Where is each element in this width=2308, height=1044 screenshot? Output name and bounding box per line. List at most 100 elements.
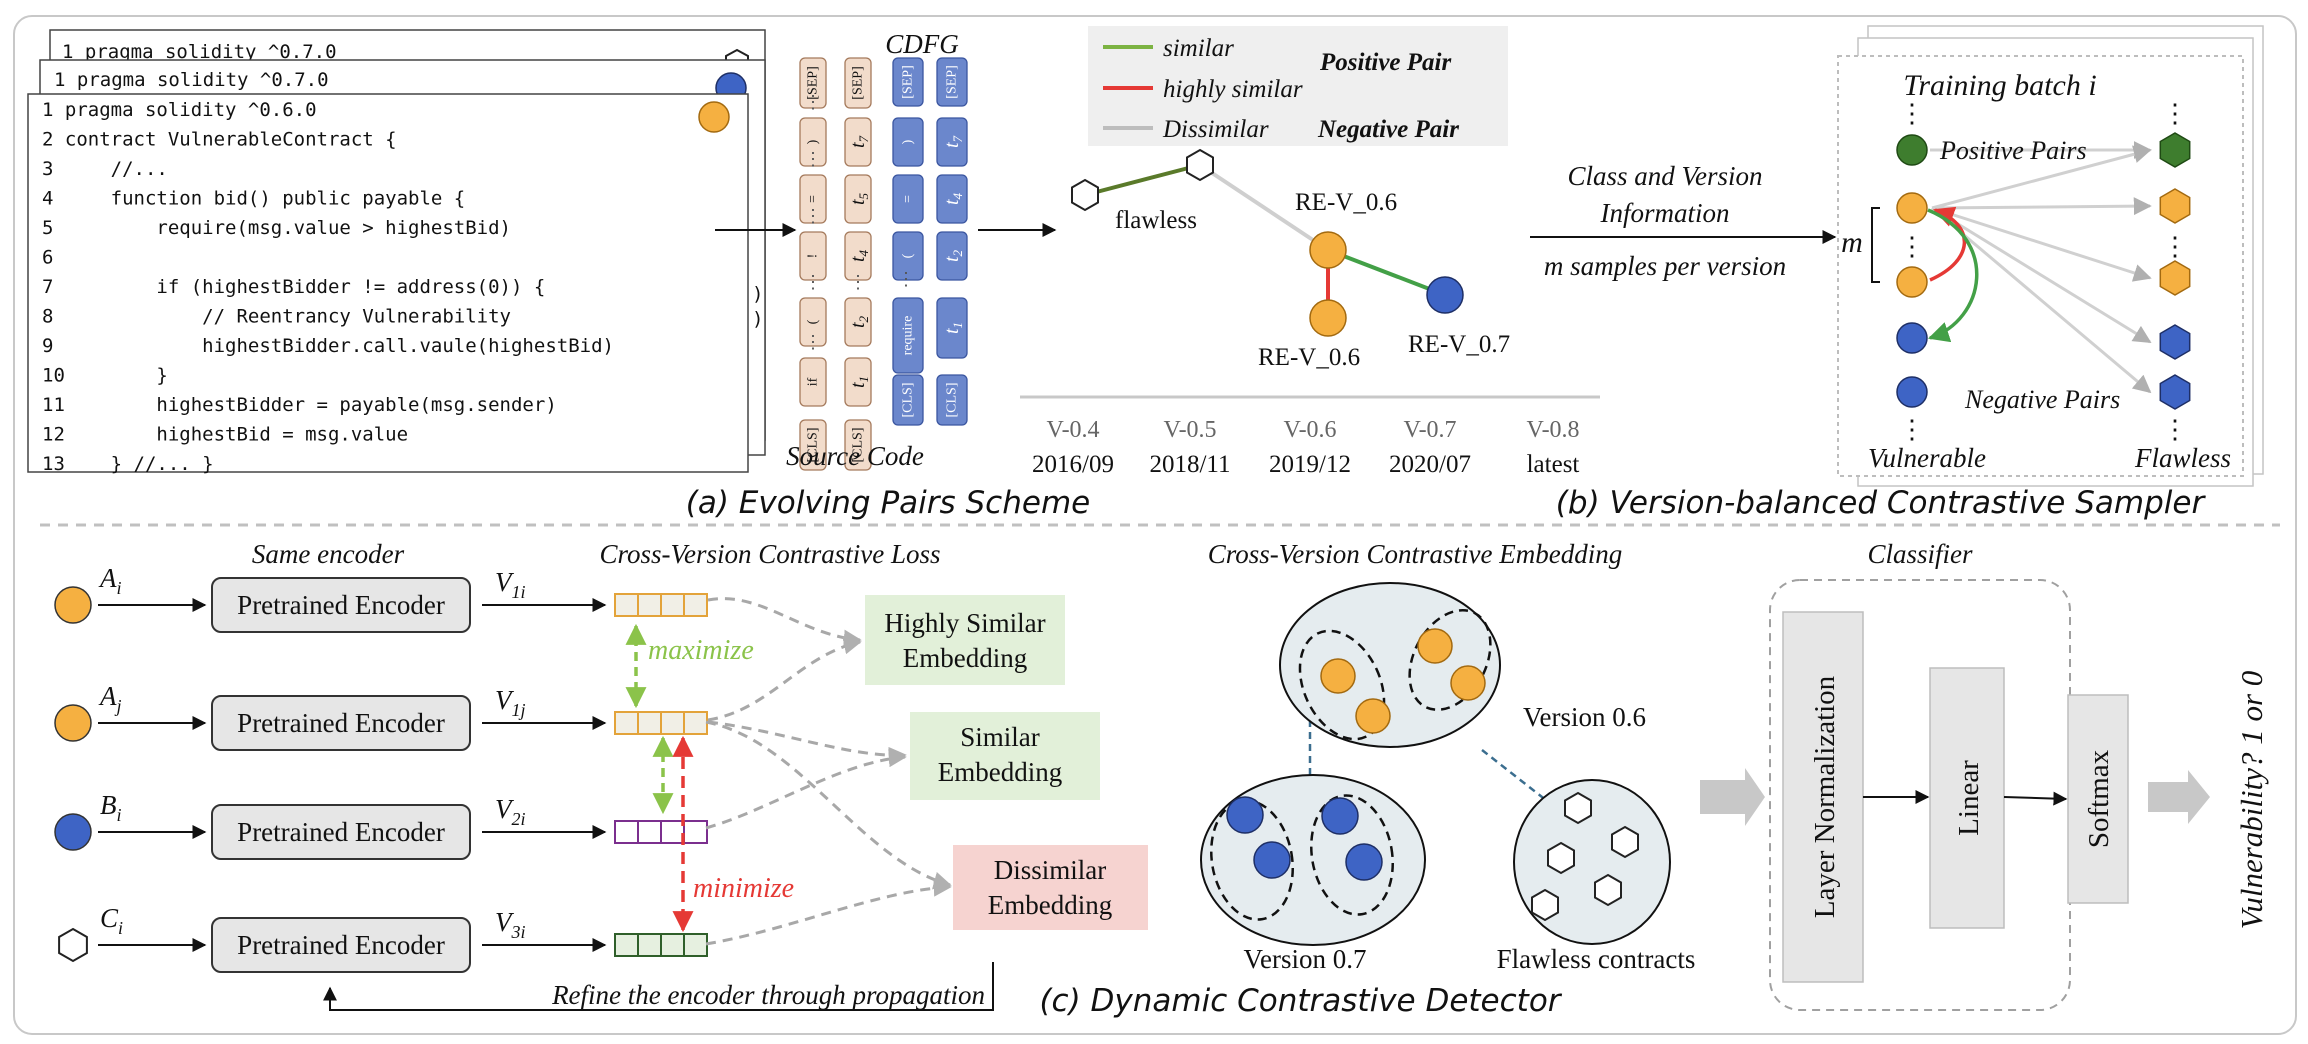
cdfg-token-token: require — [901, 316, 916, 356]
code-line: 7 if (highestBidder != address(0)) { — [42, 276, 545, 298]
input-label: Ci — [100, 903, 123, 938]
m-label: m — [1841, 226, 1863, 259]
cdfg-token-token: t1 — [941, 322, 965, 334]
blue-circle-icon — [1321, 797, 1359, 835]
positive-pairs-label: Positive Pairs — [1939, 136, 2087, 165]
timeline-version: V-0.7 — [1403, 417, 1456, 443]
legend-highly-similar: highly similar — [1163, 76, 1303, 103]
orange-circle-icon — [1896, 192, 1928, 224]
hexagon-icon — [1611, 825, 1639, 859]
pretrained-encoder-label: Pretrained Encoder — [237, 817, 445, 847]
same-encoder-label: Same encoder — [252, 539, 405, 569]
svg-text:⋮: ⋮ — [804, 92, 822, 112]
cdfg-token-token: [SEP] — [945, 65, 960, 98]
to-classifier-arrow — [1700, 768, 1765, 826]
version-timeline: V-0.4 2016/09 V-0.5 2018/11 V-0.6 2019/12 V-0.… — [1020, 395, 1600, 478]
timeline-version: V-0.4 — [1046, 417, 1099, 443]
input-label: Ai — [98, 563, 122, 598]
class-info-line2: Information — [1599, 198, 1729, 228]
vector-cell — [683, 820, 708, 844]
code-line: 1 pragma solidity ^0.6.0 — [42, 99, 317, 121]
code-line: 2 contract VulnerableContract { — [42, 129, 397, 151]
blue-circle-icon — [54, 813, 92, 851]
detector-panel: Same encoder Ai Pretrained Encoder V1i Aj Pr… — [54, 539, 2269, 1019]
legend-dissimilar: Dissimilar — [1162, 116, 1269, 143]
embedding-vector — [614, 933, 708, 957]
version-06-cluster — [1279, 582, 1501, 748]
code-back2-line: 1 pragma solidity ^0.7.0 — [62, 41, 337, 63]
output-label: Vulnerability? 1 or 0 — [2234, 670, 2269, 929]
source-token-token: [CLS] — [851, 428, 866, 463]
cdfg-token-box — [936, 231, 968, 281]
dissimilar-line1: Dissimilar — [994, 855, 1107, 885]
cdfg-token-token: ( — [901, 253, 916, 258]
hexagon-icon — [1564, 791, 1592, 825]
hexagon-icon — [1186, 148, 1214, 182]
vector-cell — [660, 820, 685, 844]
classifier-title: Classifier — [1867, 539, 1973, 569]
cdfg-token-token: t7 — [941, 135, 965, 148]
code-line: 9 highestBidder.call.vaule(highestBid) — [42, 335, 614, 357]
timeline-date: 2018/11 — [1149, 451, 1230, 478]
layer-normalization-block — [1782, 611, 1864, 983]
minimize-label: minimize — [693, 873, 794, 904]
source-token-box — [844, 231, 872, 281]
cdfg-token-box — [936, 57, 968, 107]
source-token-box — [844, 174, 872, 224]
dissimilar-embedding-box — [953, 845, 1148, 930]
pretrained-encoder-box — [211, 577, 471, 633]
source-token-box — [799, 174, 827, 224]
source-token-box — [844, 57, 872, 109]
sampler-panel: Class and Version Information m samples … — [1530, 25, 2264, 487]
refine-arrow — [323, 962, 994, 1011]
code-line: 8 // Reentrancy Vulnerability — [42, 306, 511, 328]
source-token-token: ) — [806, 139, 821, 144]
vector-cell — [637, 933, 662, 957]
vector-cell — [660, 933, 685, 957]
re-v06-top: RE-V_0.6 — [1295, 189, 1397, 216]
orange-circle-icon — [1320, 658, 1356, 694]
blue-circle-icon — [1896, 322, 1928, 354]
pretrained-encoder-label: Pretrained Encoder — [237, 590, 445, 620]
hexagon-icon — [58, 927, 88, 963]
cdfg-token-box — [936, 374, 968, 426]
hexagon-icon — [1594, 873, 1622, 907]
svg-text:⋮: ⋮ — [2162, 232, 2188, 261]
linear-to-softmax-arrow — [2003, 791, 2068, 806]
source-token-token: ! — [806, 254, 821, 259]
class-info-line1: Class and Version — [1567, 161, 1762, 191]
source-token-box — [844, 117, 872, 167]
cdfg-token-token: [SEP] — [901, 65, 916, 98]
linear-label: Linear — [1953, 760, 1985, 836]
orange-circle-icon — [54, 586, 92, 624]
cdfg-token-box — [892, 174, 924, 224]
flawless-column-label: Flawless — [2134, 443, 2231, 473]
source-token-box — [799, 117, 827, 167]
code-line: 13 } //... } — [42, 453, 214, 475]
embedding-vector — [614, 593, 708, 617]
maximize-label: maximize — [648, 635, 754, 666]
svg-text:⋮: ⋮ — [1899, 99, 1925, 128]
highly-similar-line1: Highly Similar — [884, 608, 1045, 638]
re-v06-bottom: RE-V_0.6 — [1258, 344, 1360, 371]
caption-a: (a) Evolving Pairs Scheme — [686, 485, 1090, 521]
code-line: 5 require(msg.value > highestBid) — [42, 217, 511, 239]
code-line: 3 //... — [42, 158, 168, 180]
svg-text:⋮: ⋮ — [804, 149, 822, 169]
svg-text:⋮: ⋮ — [849, 272, 867, 292]
pair-legend: similar highly similar Dissimilar Positi… — [1088, 26, 1508, 146]
vector-label: V1j — [495, 685, 526, 720]
source-token-token: t2 — [847, 315, 871, 328]
orange-circle-icon — [1417, 628, 1453, 664]
evolving-graph: flawless RE-V_0.6 RE-V_0.6 RE-V_0.7 — [1071, 148, 1510, 371]
layer-normalization-label: Layer Normalization — [1809, 675, 1841, 918]
source-code-label: Source Code — [786, 441, 924, 471]
negative-pair-arrows — [1930, 141, 2152, 394]
cdfg-token-box — [892, 57, 924, 107]
blue-circle-icon — [1345, 843, 1383, 881]
hexagon-icon — [2159, 374, 2191, 410]
cdfg-token-box — [892, 297, 924, 374]
vector-cell — [637, 820, 662, 844]
hexagon-icon — [2159, 324, 2191, 360]
